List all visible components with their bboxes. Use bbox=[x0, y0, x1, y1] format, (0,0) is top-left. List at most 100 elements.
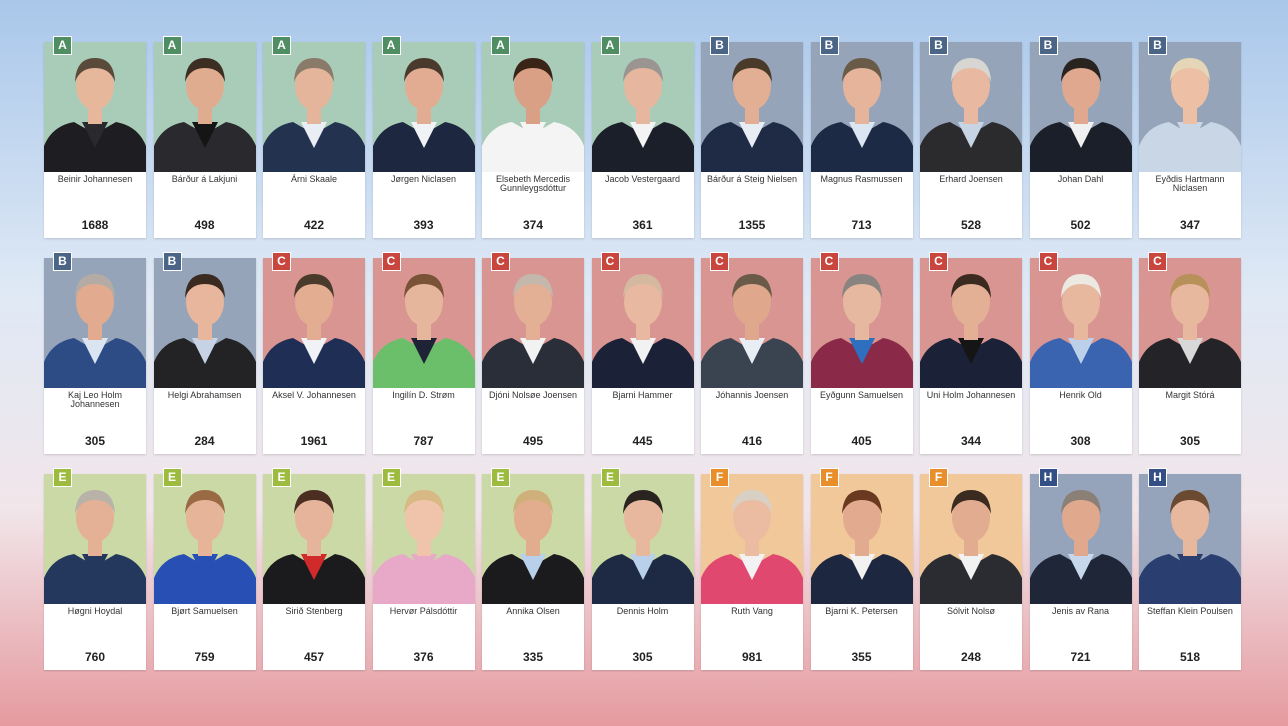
candidate-card[interactable]: C Bjarni Hammer 445 bbox=[591, 252, 694, 454]
candidate-photo bbox=[1139, 474, 1241, 604]
candidate-card[interactable]: H Steffan Klein Poulsen 518 bbox=[1139, 468, 1241, 670]
portrait-image bbox=[1029, 490, 1132, 604]
candidate-card[interactable]: C Ingilín D. Strøm 787 bbox=[372, 252, 475, 454]
party-badge: C bbox=[819, 252, 839, 271]
candidate-photo bbox=[591, 258, 694, 388]
candidate-card[interactable]: A Árni Skaale 422 bbox=[263, 36, 365, 238]
portrait-image bbox=[1139, 274, 1241, 388]
portrait-image bbox=[810, 58, 913, 172]
candidate-card[interactable]: F Sólvit Nolsø 248 bbox=[920, 468, 1022, 670]
candidate-card[interactable]: B Bárður á Steig Nielsen 1355 bbox=[701, 36, 803, 238]
candidate-card[interactable]: E Dennis Holm 305 bbox=[591, 468, 694, 670]
vote-count: 1961 bbox=[300, 434, 328, 448]
portrait-image bbox=[372, 58, 475, 172]
candidate-name: Ingilín D. Strøm bbox=[392, 390, 455, 400]
candidate-photo bbox=[263, 258, 365, 388]
candidate-name: Steffan Klein Poulsen bbox=[1147, 606, 1233, 616]
candidate-name: Eyðgunn Samuelsen bbox=[819, 390, 904, 400]
candidate-card[interactable]: E Bjørt Samuelsen 759 bbox=[153, 468, 256, 670]
candidate-photo bbox=[372, 258, 475, 388]
candidate-photo bbox=[1029, 42, 1132, 172]
candidate-card[interactable]: E Høgni Hoydal 760 bbox=[44, 468, 146, 670]
party-badge: C bbox=[491, 252, 510, 271]
candidate-name: Árni Skaale bbox=[290, 174, 338, 184]
candidate-name: Bjarni K. Petersen bbox=[825, 606, 898, 616]
portrait-image bbox=[44, 274, 146, 388]
portrait-image bbox=[153, 58, 256, 172]
candidate-photo bbox=[372, 42, 475, 172]
candidate-card[interactable]: B Johan Dahl 502 bbox=[1029, 36, 1132, 238]
candidate-card[interactable]: E Sirið Stenberg 457 bbox=[263, 468, 365, 670]
candidate-card[interactable]: B Helgi Abrahamsen 284 bbox=[153, 252, 256, 454]
candidate-name: Dennis Holm bbox=[616, 606, 669, 616]
candidate-name: Magnus Rasmussen bbox=[820, 174, 903, 184]
party-badge: A bbox=[491, 36, 510, 55]
candidate-card[interactable]: C Jóhannis Joensen 416 bbox=[701, 252, 803, 454]
candidate-name: Høgni Hoydal bbox=[67, 606, 123, 616]
candidate-card[interactable]: C Eyðgunn Samuelsen 405 bbox=[810, 252, 913, 454]
candidate-card[interactable]: C Henrik Old 308 bbox=[1029, 252, 1132, 454]
candidate-name: Jørgen Niclasen bbox=[390, 174, 457, 184]
party-badge: C bbox=[272, 252, 291, 271]
party-badge: B bbox=[929, 36, 948, 55]
candidate-card[interactable]: A Jacob Vestergaard 361 bbox=[591, 36, 694, 238]
candidate-card[interactable]: B Magnus Rasmussen 713 bbox=[810, 36, 913, 238]
portrait-image bbox=[263, 490, 365, 604]
candidate-photo bbox=[920, 474, 1022, 604]
portrait-image bbox=[482, 58, 584, 172]
candidate-card[interactable]: A Elsebeth Mercedis Gunnleygsdóttur 374 bbox=[482, 36, 584, 238]
candidate-card[interactable]: F Ruth Vang 981 bbox=[701, 468, 803, 670]
candidate-card[interactable]: C Uni Holm Johannesen 344 bbox=[920, 252, 1022, 454]
portrait-image bbox=[153, 490, 256, 604]
candidate-card[interactable]: C Aksel V. Johannesen 1961 bbox=[263, 252, 365, 454]
candidate-card[interactable]: E Hervør Pálsdóttir 376 bbox=[372, 468, 475, 670]
candidate-card[interactable]: A Beinir Johannesen 1688 bbox=[44, 36, 146, 238]
candidate-card[interactable]: C Djóni Nolsøe Joensen 495 bbox=[482, 252, 584, 454]
party-badge: C bbox=[929, 252, 948, 271]
portrait-image bbox=[1029, 58, 1132, 172]
party-badge: E bbox=[272, 468, 291, 487]
candidate-photo bbox=[44, 42, 146, 172]
vote-count: 344 bbox=[960, 434, 982, 448]
party-badge: F bbox=[710, 468, 729, 487]
party-badge: B bbox=[710, 36, 729, 55]
candidate-card[interactable]: F Bjarni K. Petersen 355 bbox=[810, 468, 913, 670]
party-badge: E bbox=[53, 468, 72, 487]
party-badge: F bbox=[819, 468, 839, 487]
candidate-card[interactable]: A Bárður á Lakjuni 498 bbox=[153, 36, 256, 238]
party-badge: F bbox=[929, 468, 948, 487]
candidate-card[interactable]: B Eyðdis Hartmann Niclasen 347 bbox=[1139, 36, 1241, 238]
vote-count: 248 bbox=[960, 650, 982, 664]
vote-count: 355 bbox=[851, 650, 872, 664]
party-badge: C bbox=[381, 252, 401, 271]
portrait-image bbox=[44, 58, 146, 172]
candidate-name: Elsebeth Mercedis Gunnleygsdóttur bbox=[495, 174, 571, 193]
party-badge: H bbox=[1148, 468, 1167, 487]
candidate-photo bbox=[153, 42, 256, 172]
candidate-photo bbox=[810, 42, 913, 172]
portrait-image bbox=[591, 274, 694, 388]
candidate-photo bbox=[701, 42, 803, 172]
candidate-name: Bárður á Lakjuni bbox=[171, 174, 238, 184]
candidate-card[interactable]: E Annika Olsen 335 bbox=[482, 468, 584, 670]
vote-count: 713 bbox=[851, 218, 872, 232]
candidate-name: Sirið Stenberg bbox=[285, 606, 343, 616]
party-badge: B bbox=[1148, 36, 1167, 55]
candidate-photo bbox=[263, 42, 365, 172]
party-badge: A bbox=[600, 36, 620, 55]
candidate-card[interactable]: C Margit Stórá 305 bbox=[1139, 252, 1241, 454]
candidate-card[interactable]: B Erhard Joensen 528 bbox=[920, 36, 1022, 238]
candidate-name: Jenis av Rana bbox=[1051, 606, 1110, 616]
vote-count: 305 bbox=[632, 650, 653, 664]
vote-count: 361 bbox=[632, 218, 653, 232]
candidate-card[interactable]: B Kaj Leo Holm Johannesen 305 bbox=[44, 252, 146, 454]
candidate-card[interactable]: A Jørgen Niclasen 393 bbox=[372, 36, 475, 238]
vote-count: 445 bbox=[632, 434, 653, 448]
party-badge: A bbox=[381, 36, 401, 55]
vote-count: 495 bbox=[522, 434, 544, 448]
candidate-name: Kaj Leo Holm Johannesen bbox=[67, 390, 123, 409]
vote-count: 405 bbox=[851, 434, 872, 448]
candidate-name: Beinir Johannesen bbox=[57, 174, 133, 184]
candidate-card[interactable]: H Jenis av Rana 721 bbox=[1029, 468, 1132, 670]
vote-count: 422 bbox=[303, 218, 325, 232]
